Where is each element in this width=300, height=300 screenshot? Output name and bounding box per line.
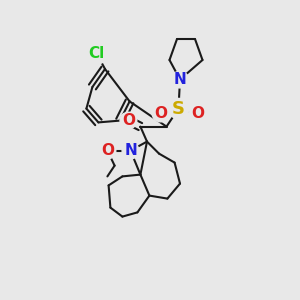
- Text: Cl: Cl: [88, 46, 105, 61]
- Circle shape: [168, 98, 189, 119]
- Circle shape: [99, 142, 116, 159]
- Circle shape: [122, 142, 139, 159]
- Circle shape: [86, 43, 107, 64]
- Circle shape: [189, 105, 206, 122]
- Text: S: S: [172, 100, 185, 118]
- Text: O: O: [122, 113, 135, 128]
- Circle shape: [172, 71, 188, 88]
- Text: O: O: [154, 106, 167, 121]
- Circle shape: [120, 112, 137, 129]
- Text: N: N: [174, 72, 186, 87]
- Circle shape: [152, 105, 169, 122]
- Text: O: O: [191, 106, 204, 121]
- Text: N: N: [124, 143, 137, 158]
- Text: O: O: [101, 143, 114, 158]
